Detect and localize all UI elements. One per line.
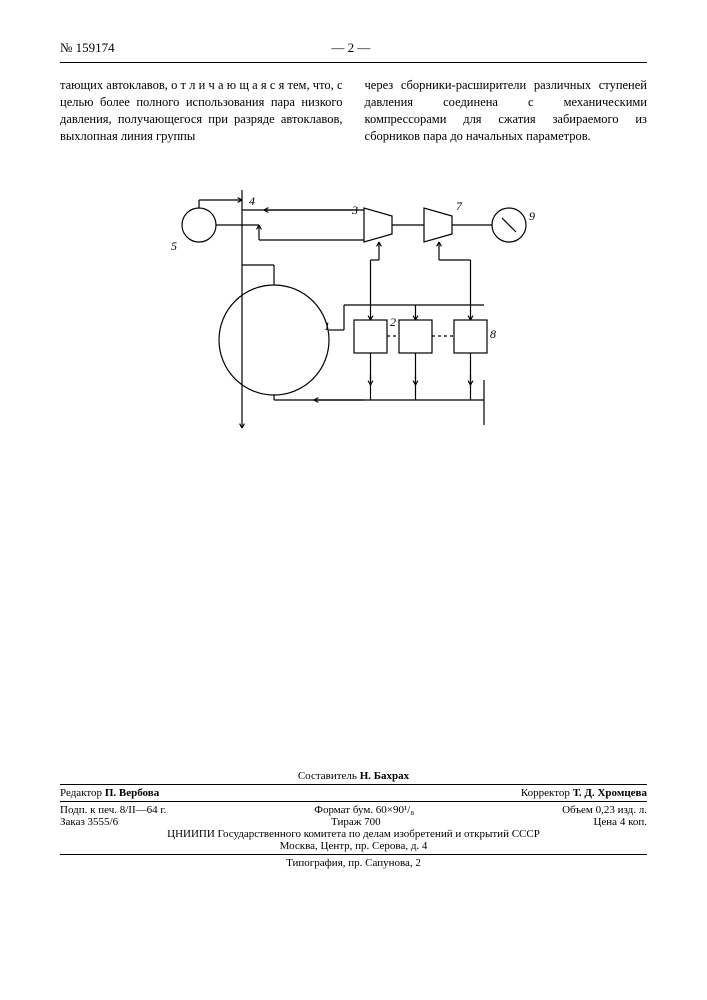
- svg-text:9: 9: [529, 209, 535, 223]
- tirage: Тираж 700: [331, 816, 381, 828]
- compiler-name: Н. Бахрах: [360, 770, 409, 782]
- imprint-footer: Составитель Н. Бахрах Редактор П. Вербов…: [60, 770, 647, 869]
- editor-name: П. Вербова: [105, 787, 159, 799]
- print-date: Подп. к печ. 8/II—64 г.: [60, 804, 166, 816]
- left-column: тающих автоклавов, о т л и ч а ю щ а я с…: [60, 77, 343, 145]
- typography-line: Типография, пр. Сапунова, 2: [60, 857, 647, 869]
- svg-text:1: 1: [324, 319, 330, 333]
- header-rule: [60, 62, 647, 63]
- page-marker: — 2 —: [115, 40, 587, 56]
- price: Цена 4 коп.: [593, 816, 647, 828]
- body-columns: тающих автоклавов, о т л и ч а ю щ а я с…: [60, 77, 647, 145]
- org-line-2: Москва, Центр, пр. Серова, д. 4: [60, 840, 647, 852]
- page-header: № 159174 — 2 —: [60, 40, 647, 56]
- schematic-diagram: 15937284: [164, 170, 544, 430]
- right-column: через сборники-расширители различных сту…: [365, 77, 648, 145]
- svg-text:2: 2: [390, 315, 396, 329]
- compiler-label: Составитель: [298, 770, 357, 782]
- doc-number: № 159174: [60, 40, 115, 56]
- svg-text:4: 4: [249, 194, 255, 208]
- volume: Объем 0,23 изд. л.: [562, 804, 647, 816]
- svg-text:8: 8: [490, 327, 496, 341]
- paper-format: Формат бум. 60×90¹/₈: [314, 804, 414, 816]
- svg-text:7: 7: [456, 199, 463, 213]
- svg-text:5: 5: [171, 239, 177, 253]
- editor-label: Редактор: [60, 787, 102, 799]
- corrector-label: Корректор: [521, 787, 570, 799]
- order-no: Заказ 3555/6: [60, 816, 118, 828]
- corrector-name: Т. Д. Хромцева: [573, 787, 647, 799]
- org-line-1: ЦНИИПИ Государственного комитета по дела…: [60, 828, 647, 840]
